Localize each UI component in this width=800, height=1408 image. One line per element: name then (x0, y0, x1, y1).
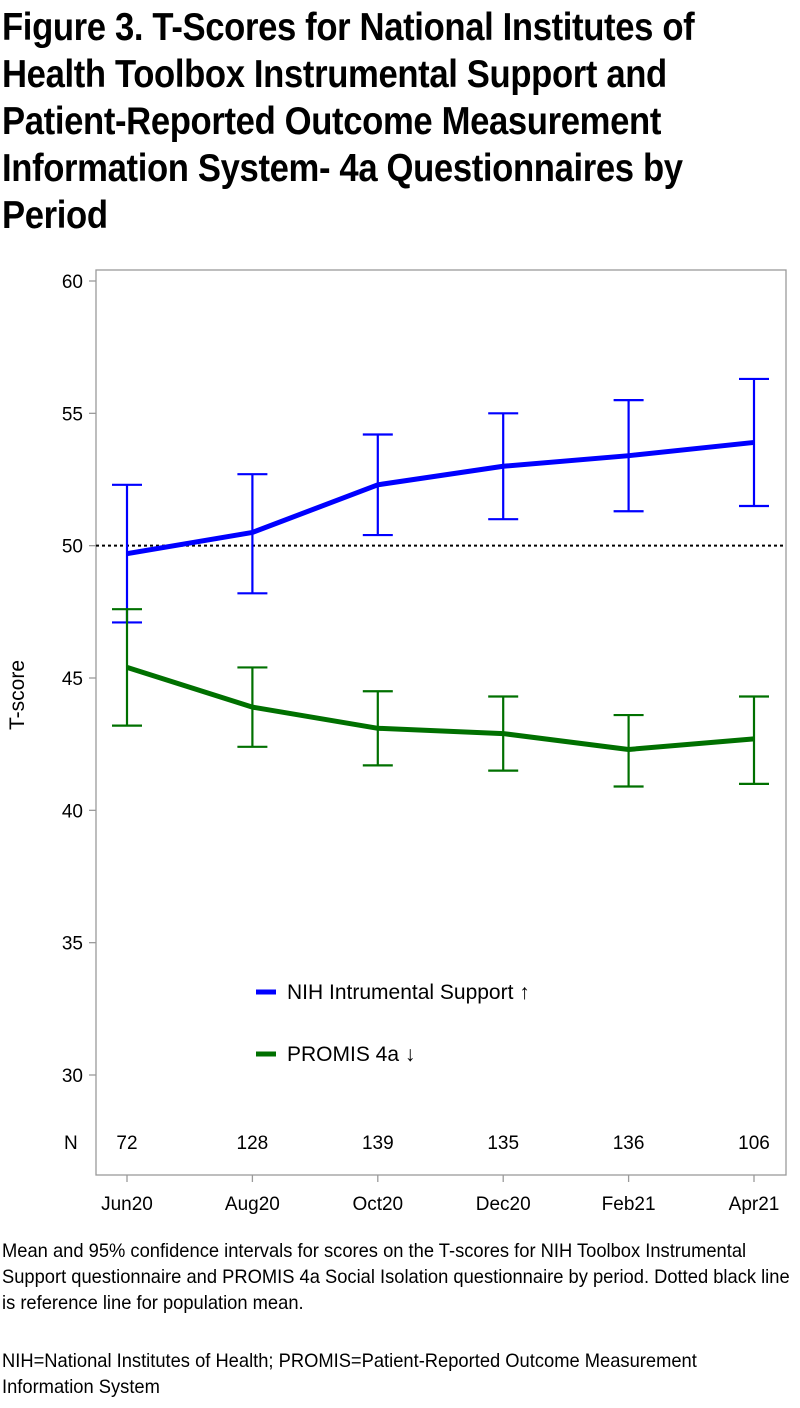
figure-caption: Mean and 95% confidence intervals for sc… (2, 1240, 790, 1314)
n-value: 136 (613, 1133, 645, 1154)
y-tick-label: 45 (62, 669, 83, 690)
abbreviations-note: NIH=National Institutes of Health; PROMI… (2, 1350, 697, 1398)
x-tick-label: Jun20 (101, 1194, 153, 1215)
line-chart: 30 35 40 45 50 55 60 Jun20 Aug20 Oct20 Dec20 Feb21… (6, 269, 787, 1215)
x-tick-label: Apr21 (729, 1194, 780, 1215)
y-tick-label: 35 (62, 934, 83, 955)
n-row: N 72 128 139 135 136 106 (64, 1133, 770, 1154)
x-tick-label: Feb21 (602, 1194, 656, 1215)
series-line (126, 665, 755, 752)
y-tick-label: 30 (62, 1066, 83, 1087)
series-2 (112, 608, 769, 788)
legend: NIH Intrumental Support ↑ PROMIS 4a ↓ (256, 981, 530, 1066)
figure-title: Figure 3. T-Scores for National Institut… (2, 6, 695, 237)
y-axis: 30 35 40 45 50 55 60 (62, 272, 96, 1087)
n-value: 139 (362, 1133, 394, 1154)
x-tick-label: Dec20 (476, 1194, 531, 1215)
series-line (126, 439, 755, 557)
y-tick-label: 60 (62, 272, 83, 293)
x-axis: Jun20 Aug20 Oct20 Dec20 Feb21 Apr21 (101, 1175, 779, 1215)
n-value: 72 (116, 1133, 137, 1154)
n-value: 135 (487, 1133, 519, 1154)
plot-frame (95, 269, 787, 1176)
n-value: 128 (237, 1133, 269, 1154)
series-1 (112, 377, 769, 624)
legend-label: PROMIS 4a ↓ (287, 1043, 415, 1066)
y-axis-label: T-score (6, 660, 29, 730)
x-tick-label: Aug20 (225, 1194, 280, 1215)
legend-label: NIH Intrumental Support ↑ (287, 981, 530, 1004)
n-row-label: N (64, 1133, 78, 1154)
series-layer (112, 377, 769, 788)
x-tick-label: Oct20 (352, 1194, 403, 1215)
n-value: 106 (738, 1133, 770, 1154)
y-tick-label: 40 (62, 801, 83, 822)
y-tick-label: 55 (62, 404, 83, 425)
y-tick-label: 50 (62, 537, 83, 558)
